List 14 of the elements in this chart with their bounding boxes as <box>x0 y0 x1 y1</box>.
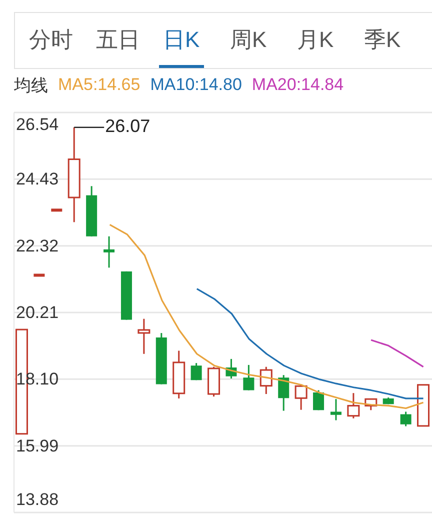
text: 五日 <box>96 26 140 54</box>
y-tick-label: 26.54 <box>16 114 59 134</box>
y-tick-label: 13.88 <box>16 490 59 509</box>
legend-row-text: 均线 MA5:14.65 MA10:14.80 MA20:14.84 <box>13 74 345 96</box>
text: 周K <box>230 26 267 54</box>
text: 分时 <box>29 26 73 54</box>
y-tick-label: 24.43 <box>16 170 59 189</box>
y-tick-label: 20.21 <box>16 302 59 322</box>
text: 日K <box>163 26 200 54</box>
annotation: 26.07 <box>105 116 150 136</box>
y-tick-label: 15.99 <box>16 436 59 456</box>
y-tick-label: 22.32 <box>16 236 59 256</box>
text: 月K <box>297 26 334 54</box>
text: 季K <box>364 26 401 54</box>
